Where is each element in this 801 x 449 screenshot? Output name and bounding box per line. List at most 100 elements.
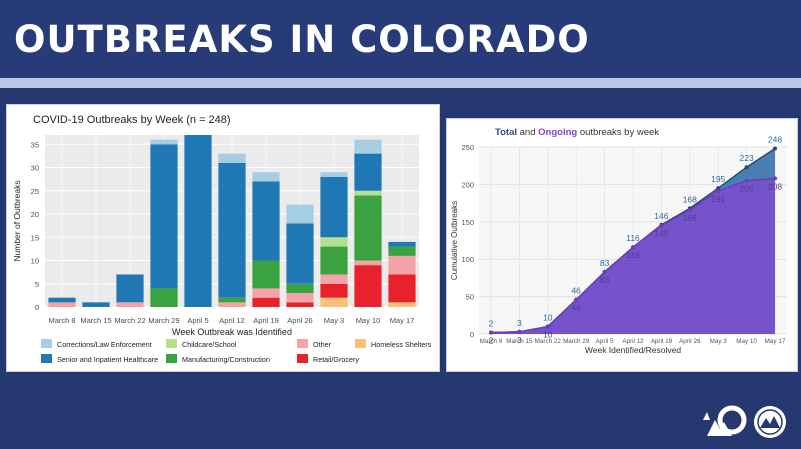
y-tick-label: 50 bbox=[466, 293, 474, 302]
legend-item-senior-and-inpatient-healthcare: Senior and Inpatient Healthcare bbox=[41, 354, 158, 364]
bar-segment-retail-grocery bbox=[354, 265, 382, 307]
y-tick-label: 35 bbox=[31, 140, 39, 149]
x-tick-label: March 8 bbox=[48, 316, 75, 325]
y-tick-label: 25 bbox=[31, 187, 39, 196]
bar-segment-corrections-law-enforcement bbox=[286, 204, 314, 224]
y-tick-label: 30 bbox=[31, 164, 39, 173]
legend-item-childcare-school: Childcare/School bbox=[166, 339, 237, 349]
legend-item-retail-grocery: Retail/Grocery bbox=[297, 354, 359, 364]
x-tick-label: April 5 bbox=[596, 338, 614, 345]
y-tick-label: 20 bbox=[31, 210, 39, 219]
bar-segment-retail-grocery bbox=[252, 297, 280, 307]
bar-segment-retail-grocery bbox=[320, 283, 348, 298]
data-label-total: 2 bbox=[489, 319, 494, 329]
data-label-ongoing: 83 bbox=[600, 275, 610, 285]
data-label-ongoing: 3 bbox=[517, 335, 522, 345]
bar-segment-senior-and-inpatient-healthcare bbox=[286, 223, 314, 284]
y-tick-label: 0 bbox=[470, 330, 474, 339]
data-label-ongoing: 2 bbox=[489, 336, 494, 346]
point-ongoing bbox=[744, 178, 749, 183]
bar-segment-senior-and-inpatient-healthcare bbox=[354, 153, 382, 191]
x-tick-label: May 3 bbox=[324, 316, 344, 325]
data-label-total: 223 bbox=[740, 153, 754, 163]
x-tick-label: March 8 bbox=[480, 338, 503, 345]
legend-swatch bbox=[355, 339, 366, 348]
legend-item-other: Other bbox=[297, 339, 332, 349]
chart-title: Total and Ongoing outbreaks by week bbox=[495, 127, 659, 138]
bar-segment-other bbox=[116, 302, 144, 307]
bar-segment-other bbox=[388, 255, 416, 275]
legend-item-manufacturing-construction: Manufacturing/Construction bbox=[166, 354, 270, 364]
x-tick-label: March 22 bbox=[114, 316, 145, 325]
legend-label: Retail/Grocery bbox=[313, 355, 359, 364]
legend-label: Homeless Shelters bbox=[371, 340, 432, 349]
data-label-total: 10 bbox=[543, 313, 553, 323]
bar-segment-senior-and-inpatient-healthcare bbox=[320, 176, 348, 238]
data-label-ongoing: 116 bbox=[626, 250, 640, 260]
point-ongoing bbox=[773, 176, 777, 181]
y-tick-label: 150 bbox=[461, 218, 474, 227]
x-axis-label: Week Outbreak was Identified bbox=[172, 327, 292, 337]
point-ongoing bbox=[602, 269, 607, 274]
point-ongoing bbox=[489, 330, 493, 335]
bar-segment-manufacturing-construction bbox=[320, 246, 348, 275]
x-tick-label: April 5 bbox=[187, 316, 208, 325]
data-label-total: 248 bbox=[768, 134, 782, 144]
x-tick-label: April 19 bbox=[253, 316, 278, 325]
data-label-total: 83 bbox=[600, 258, 610, 268]
x-tick-label: March 29 bbox=[563, 338, 590, 345]
title-stripe bbox=[0, 78, 801, 88]
stacked-bar-chart-panel: 0 5 10 15 20 25 30 35 March 8 March 15 March 22 Mar… bbox=[6, 104, 440, 372]
y-tick-label: 10 bbox=[31, 257, 39, 266]
bar-segment-childcare-school bbox=[320, 237, 348, 247]
legend-label: Senior and Inpatient Healthcare bbox=[57, 355, 158, 364]
bar-segment-senior-and-inpatient-healthcare bbox=[150, 144, 178, 289]
bar-segment-manufacturing-construction bbox=[218, 297, 246, 303]
bar-segment-senior-and-inpatient-healthcare bbox=[48, 297, 76, 303]
y-tick-label: 100 bbox=[461, 255, 474, 264]
y-tick-label: 250 bbox=[461, 143, 474, 152]
bar-segment-homeless-shelters bbox=[320, 297, 348, 307]
data-label-ongoing: 10 bbox=[543, 330, 553, 340]
data-label-total: 46 bbox=[571, 286, 581, 296]
bar-segment-manufacturing-construction bbox=[150, 288, 178, 307]
chart-title-part-2: Ongoing bbox=[538, 127, 577, 138]
bar-segment-corrections-law-enforcement bbox=[150, 139, 178, 145]
bar-segment-other bbox=[354, 260, 382, 266]
data-label-ongoing: 191 bbox=[711, 194, 725, 204]
x-tick-label: March 29 bbox=[148, 316, 179, 325]
point-total bbox=[744, 165, 749, 170]
colorado-state-logo bbox=[703, 405, 747, 436]
data-label-total: 195 bbox=[711, 174, 725, 184]
x-tick-label: May 10 bbox=[356, 316, 381, 325]
bar-segment-other bbox=[252, 288, 280, 298]
y-tick-label: 200 bbox=[461, 180, 474, 189]
data-label-ongoing: 205 bbox=[740, 184, 754, 194]
x-tick-label: May 10 bbox=[736, 338, 757, 345]
legend-item-homeless-shelters: Homeless Shelters bbox=[355, 339, 432, 349]
bar-segment-homeless-shelters bbox=[388, 302, 416, 307]
x-tick-label: May 17 bbox=[390, 316, 415, 325]
x-axis-label: Week Identified/Resolved bbox=[585, 345, 682, 355]
legend-label: Manufacturing/Construction bbox=[182, 355, 270, 364]
data-label-ongoing: 208 bbox=[768, 181, 782, 191]
bar-segment-corrections-law-enforcement bbox=[252, 172, 280, 182]
title-band bbox=[0, 0, 801, 78]
legend-swatch bbox=[41, 354, 52, 363]
y-axis-label: Number of Outbreaks bbox=[12, 180, 22, 261]
legend-swatch bbox=[166, 339, 177, 348]
bar-segment-other bbox=[320, 274, 348, 284]
cumulative-area-chart-panel: 0 50 100 150 200 250 March 8 March 15 March 22 Ma… bbox=[446, 118, 798, 372]
point-ongoing bbox=[716, 189, 721, 194]
legend-swatch bbox=[41, 339, 52, 348]
point-ongoing bbox=[631, 245, 635, 250]
bar-segment-other bbox=[218, 302, 246, 307]
bar-segment-manufacturing-construction bbox=[354, 195, 382, 261]
x-tick-label: May 17 bbox=[765, 338, 786, 345]
bar-segment-manufacturing-construction bbox=[388, 246, 416, 256]
x-tick-label: March 15 bbox=[506, 338, 533, 345]
y-axis-label: Cumulative Outbreaks bbox=[450, 201, 459, 280]
chart-title-part-1: and bbox=[517, 127, 538, 138]
legend-label: Other bbox=[313, 340, 332, 349]
